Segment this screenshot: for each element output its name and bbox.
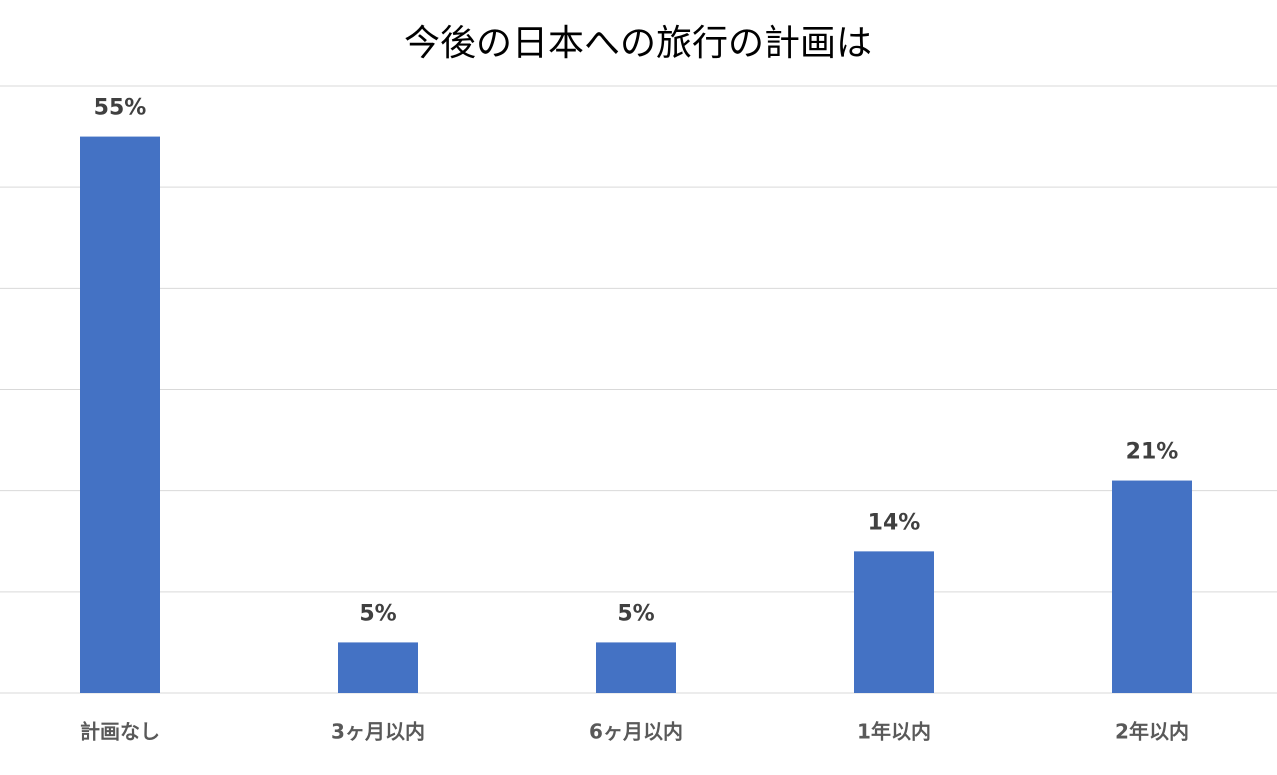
value-label: 55% — [94, 96, 147, 121]
bar — [596, 642, 676, 693]
value-label: 5% — [617, 601, 654, 626]
x-tick-label: 6ヶ月以内 — [589, 720, 683, 744]
value-label: 14% — [868, 510, 921, 535]
x-tick-label: 2年以内 — [1115, 720, 1189, 744]
chart-title: 今後の日本への旅行の計画は — [404, 23, 872, 64]
value-label: 21% — [1126, 440, 1179, 465]
bar — [338, 642, 418, 693]
bar — [1112, 480, 1192, 693]
bar — [854, 551, 934, 693]
x-tick-label: 1年以内 — [857, 720, 931, 744]
value-label: 5% — [359, 601, 396, 626]
x-tick-label: 計画なし — [80, 720, 160, 744]
bar — [80, 136, 160, 694]
x-tick-label: 3ヶ月以内 — [331, 720, 425, 744]
